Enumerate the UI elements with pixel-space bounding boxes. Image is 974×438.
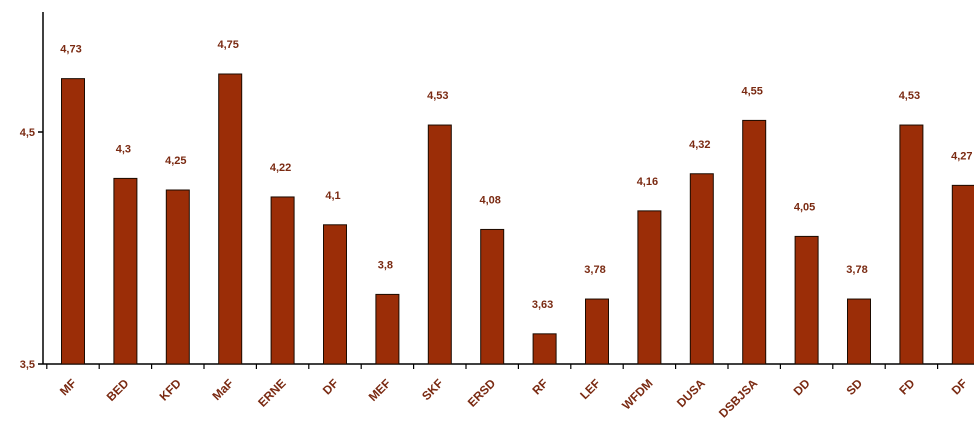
bar bbox=[532, 333, 557, 365]
x-tick-label: ERNE bbox=[255, 376, 288, 409]
bar bbox=[689, 173, 714, 365]
x-tick-label: BED bbox=[104, 376, 132, 404]
bar bbox=[61, 78, 85, 365]
data-label: 4,25 bbox=[165, 155, 186, 167]
x-tick-label: MEF bbox=[366, 376, 394, 404]
bar bbox=[270, 196, 295, 365]
bar bbox=[637, 210, 662, 365]
data-label: 3,8 bbox=[378, 259, 393, 271]
data-label: 4,22 bbox=[270, 162, 291, 174]
y-tick-label: 3,5 bbox=[20, 359, 35, 371]
value-labels: 4,73 4,3 4,25 4,75 4,22 4,1 3,8 4,53 4,08 3,63 3,7… bbox=[60, 39, 972, 311]
y-tick-labels: 3,5 4,5 bbox=[20, 127, 35, 371]
x-tick-label: MF bbox=[57, 376, 79, 398]
bar bbox=[427, 124, 452, 365]
data-label: 4,08 bbox=[479, 194, 500, 206]
bar bbox=[375, 293, 400, 365]
data-label: 3,63 bbox=[532, 299, 553, 311]
x-tick-label: DF bbox=[949, 376, 970, 397]
data-label: 4,53 bbox=[427, 90, 448, 102]
data-label: 4,53 bbox=[899, 90, 920, 102]
bars bbox=[61, 73, 974, 365]
bar bbox=[480, 228, 505, 365]
bar bbox=[742, 119, 767, 365]
x-tick-label: FD bbox=[896, 376, 917, 397]
y-tick-label: 4,5 bbox=[20, 127, 35, 139]
data-label: 4,16 bbox=[637, 176, 658, 188]
data-label: 3,78 bbox=[584, 264, 605, 276]
data-label: 3,78 bbox=[846, 264, 867, 276]
bar bbox=[951, 184, 974, 365]
bar bbox=[113, 177, 138, 365]
x-tick-label: SKF bbox=[419, 376, 446, 403]
bar bbox=[165, 189, 190, 365]
bar bbox=[847, 298, 871, 365]
x-tick-label: DUSA bbox=[674, 376, 708, 410]
x-tick-label: RF bbox=[530, 376, 551, 397]
data-label: 4,27 bbox=[951, 150, 972, 162]
data-label: 4,1 bbox=[325, 190, 340, 202]
x-tick-labels: MF BED KFD MaF ERNE DF MEF SKF ERSD RF LEF WFDM DUSA… bbox=[57, 376, 970, 421]
x-tick-label: DSBJSA bbox=[716, 376, 761, 421]
data-label: 4,3 bbox=[116, 143, 131, 155]
x-tick-label: DF bbox=[320, 376, 341, 397]
bar bbox=[794, 235, 819, 365]
x-tick-label: DD bbox=[791, 376, 813, 398]
x-tick-label: ERSD bbox=[465, 376, 499, 410]
data-label: 4,73 bbox=[60, 44, 81, 56]
data-label: 4,55 bbox=[741, 85, 762, 97]
data-label: 4,05 bbox=[794, 201, 815, 213]
bar bbox=[218, 73, 243, 365]
x-tick-label: KFD bbox=[157, 376, 185, 404]
bar bbox=[323, 224, 347, 365]
x-tick-label: WFDM bbox=[619, 376, 655, 412]
x-tick-label: SD bbox=[843, 376, 865, 398]
data-label: 4,75 bbox=[217, 39, 238, 51]
x-tick-label: LEF bbox=[577, 376, 603, 402]
bar bbox=[585, 298, 609, 365]
data-label: 4,32 bbox=[689, 139, 710, 151]
x-tick-label: MaF bbox=[209, 376, 236, 403]
axes bbox=[38, 12, 974, 369]
bar bbox=[899, 124, 924, 365]
